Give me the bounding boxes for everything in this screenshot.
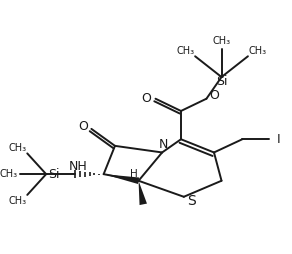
- Text: H: H: [130, 169, 138, 179]
- Text: CH₃: CH₃: [9, 196, 27, 205]
- Text: Si: Si: [216, 75, 227, 88]
- Text: CH₃: CH₃: [0, 169, 18, 179]
- Polygon shape: [138, 181, 147, 205]
- Text: CH₃: CH₃: [248, 46, 266, 56]
- Text: CH₃: CH₃: [9, 143, 27, 153]
- Text: Si: Si: [48, 168, 60, 181]
- Polygon shape: [104, 174, 139, 184]
- Text: O: O: [78, 120, 88, 134]
- Text: N: N: [158, 138, 168, 151]
- Text: CH₃: CH₃: [177, 46, 195, 56]
- Text: O: O: [209, 89, 219, 102]
- Text: I: I: [276, 133, 280, 146]
- Text: NH: NH: [69, 160, 88, 173]
- Text: S: S: [187, 195, 196, 209]
- Text: CH₃: CH₃: [213, 36, 231, 46]
- Text: O: O: [141, 92, 151, 105]
